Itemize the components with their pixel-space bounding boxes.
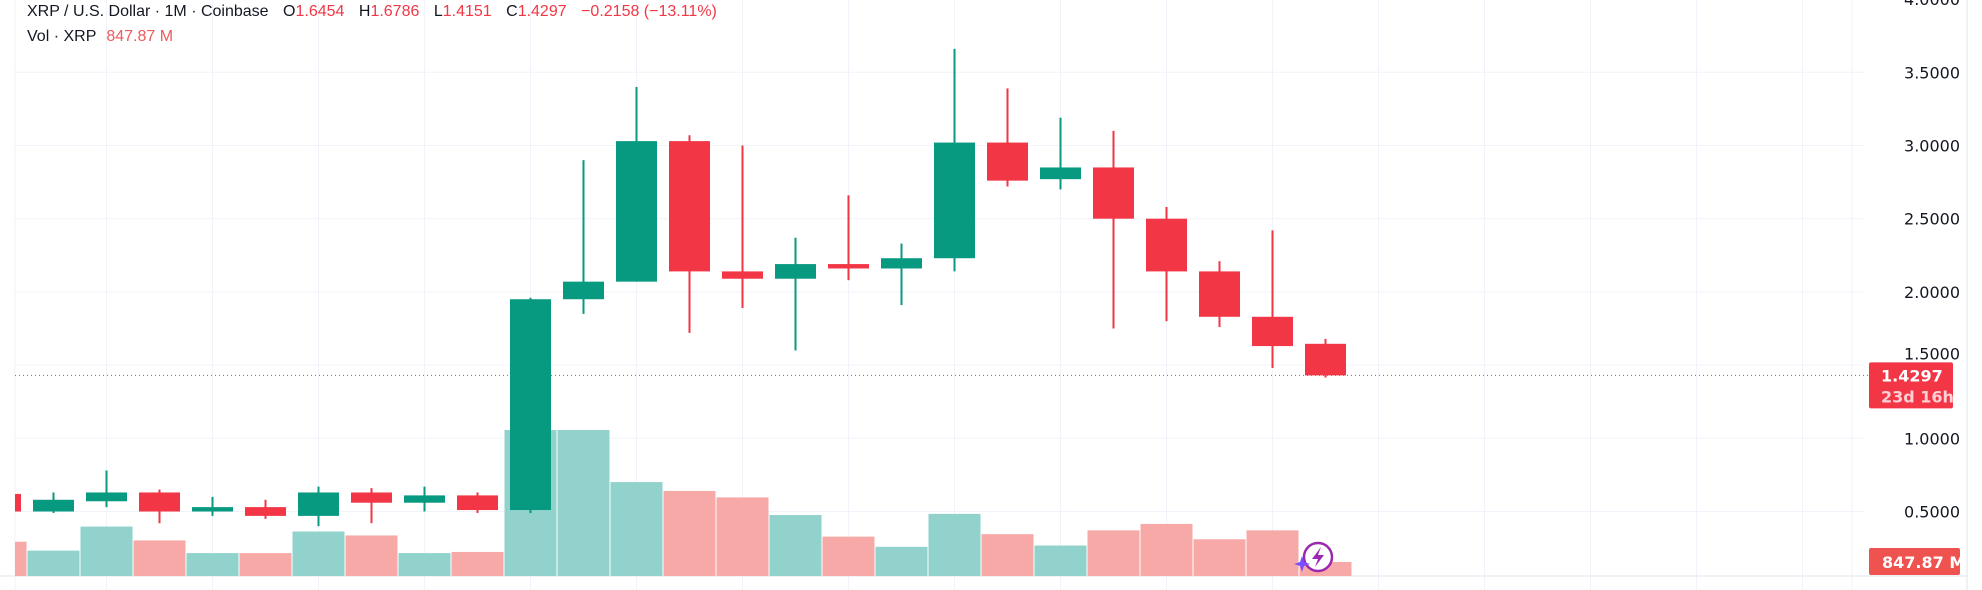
- y-tick-label: 2.5000: [1904, 210, 1960, 229]
- icon-bolt: [1312, 547, 1324, 567]
- volume-bar: [80, 526, 133, 576]
- volume-bar: [981, 534, 1034, 576]
- volume-bar: [928, 513, 981, 576]
- y-tick-label: 1.5000: [1904, 344, 1960, 363]
- high-label: H: [358, 3, 371, 20]
- volume-bar: [610, 482, 663, 576]
- open-label: O: [283, 3, 296, 20]
- candle-body: [457, 495, 498, 511]
- y-tick-label: 1.0000: [1904, 429, 1960, 448]
- volume-bar: [1087, 530, 1140, 576]
- candle-body: [934, 142, 975, 259]
- countdown-label: 23d 16h: [1881, 387, 1954, 406]
- icon-sparkle: [1294, 556, 1310, 572]
- volume-bar: [1246, 530, 1299, 576]
- candle-body: [298, 492, 339, 516]
- candle-body: [139, 492, 180, 512]
- volume-value: 847.87 M: [106, 28, 174, 45]
- candle-body: [1146, 218, 1187, 272]
- low-value: 1.4151: [442, 3, 492, 20]
- exchange: Coinbase: [200, 3, 269, 20]
- volume-bar: [133, 540, 186, 576]
- volume-bar: [398, 553, 451, 576]
- candle-body: [1040, 167, 1081, 180]
- change-value: −0.2158 (−13.11%): [581, 3, 717, 20]
- candle-body: [1252, 316, 1293, 347]
- y-tick-label: 4.0000: [1904, 0, 1960, 9]
- candle-body: [669, 141, 710, 272]
- volume-bar: [769, 515, 822, 576]
- candle-body: [1199, 271, 1240, 317]
- y-tick-label: 3.0000: [1904, 137, 1960, 156]
- candle-body: [616, 141, 657, 282]
- y-tick-label: 3.5000: [1904, 63, 1960, 82]
- candle-body: [1305, 343, 1346, 376]
- volume-label[interactable]: Vol · XRP: [27, 28, 97, 45]
- volume-bar: [1140, 523, 1193, 576]
- candle-body: [86, 492, 127, 502]
- volume-badge: [1869, 548, 1960, 575]
- candle-body: [33, 499, 74, 512]
- volume-bar: [451, 551, 504, 576]
- symbol-name[interactable]: XRP / U.S. Dollar: [27, 3, 151, 20]
- last-price-badge: [1869, 362, 1953, 409]
- volume-bar: [663, 490, 716, 576]
- y-tick-label: 0.5000: [1904, 503, 1960, 522]
- open-value: 1.6454: [295, 3, 345, 20]
- candle-body: [563, 281, 604, 300]
- close-value: 1.4297: [517, 3, 567, 20]
- last-price-label: 1.4297: [1881, 366, 1943, 385]
- candle-body: [15, 493, 21, 512]
- high-value: 1.6786: [370, 3, 420, 20]
- volume-bar: [716, 497, 769, 576]
- volume-bar: [822, 536, 875, 576]
- candle-body: [881, 258, 922, 269]
- interval[interactable]: 1M: [164, 3, 187, 20]
- volume-bar: [239, 553, 292, 576]
- series: [15, 48, 1352, 576]
- volume-bar: [1034, 545, 1087, 576]
- low-label: L: [433, 3, 443, 20]
- candle-body: [775, 264, 816, 279]
- close-label: C: [506, 3, 518, 20]
- candle-body: [192, 507, 233, 512]
- volume-legend: Vol · XRP 847.87 M: [27, 28, 173, 46]
- candle-body: [722, 271, 763, 279]
- volume-bar: [345, 535, 398, 576]
- candle-body: [351, 492, 392, 503]
- symbol-legend: XRP / U.S. Dollar · 1M · Coinbase O1.645…: [27, 3, 717, 20]
- candle-body: [510, 299, 551, 511]
- candle-body: [828, 264, 869, 269]
- volume-bar: [27, 550, 80, 576]
- volume-badge-label: 847.87 M: [1882, 553, 1965, 572]
- volume-bar: [292, 531, 345, 576]
- volume-bar: [186, 553, 239, 576]
- volume-bar: [557, 430, 610, 576]
- candle-body: [245, 507, 286, 516]
- candle-body: [404, 495, 445, 503]
- volume-bar: [15, 541, 27, 576]
- volume-bar: [1193, 539, 1246, 576]
- sparkle-lightning-icon[interactable]: [1294, 541, 1334, 573]
- y-tick-label: 2.0000: [1904, 283, 1960, 302]
- candle-body: [1093, 167, 1134, 219]
- volume-bar: [875, 546, 928, 576]
- candle-body: [987, 142, 1028, 181]
